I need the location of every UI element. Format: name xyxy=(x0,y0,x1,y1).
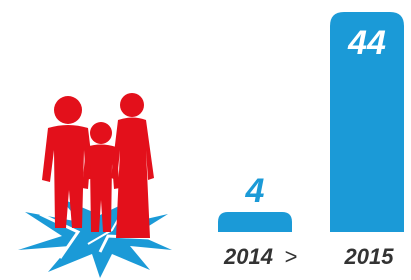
x-tick-label: 2014 xyxy=(223,244,273,269)
value-label: 44 xyxy=(347,24,386,62)
bar xyxy=(218,212,292,232)
chart: 4 2014 44 2015 > xyxy=(0,0,411,280)
children-silhouette xyxy=(42,93,154,238)
page: 42014442015 > (() => { const data = JSON… xyxy=(0,0,411,280)
comparison-symbol: > xyxy=(285,244,298,269)
value-label: 4 xyxy=(245,172,265,210)
bars: 4 2014 44 2015 xyxy=(218,12,404,269)
x-tick-label: 2015 xyxy=(344,244,395,269)
